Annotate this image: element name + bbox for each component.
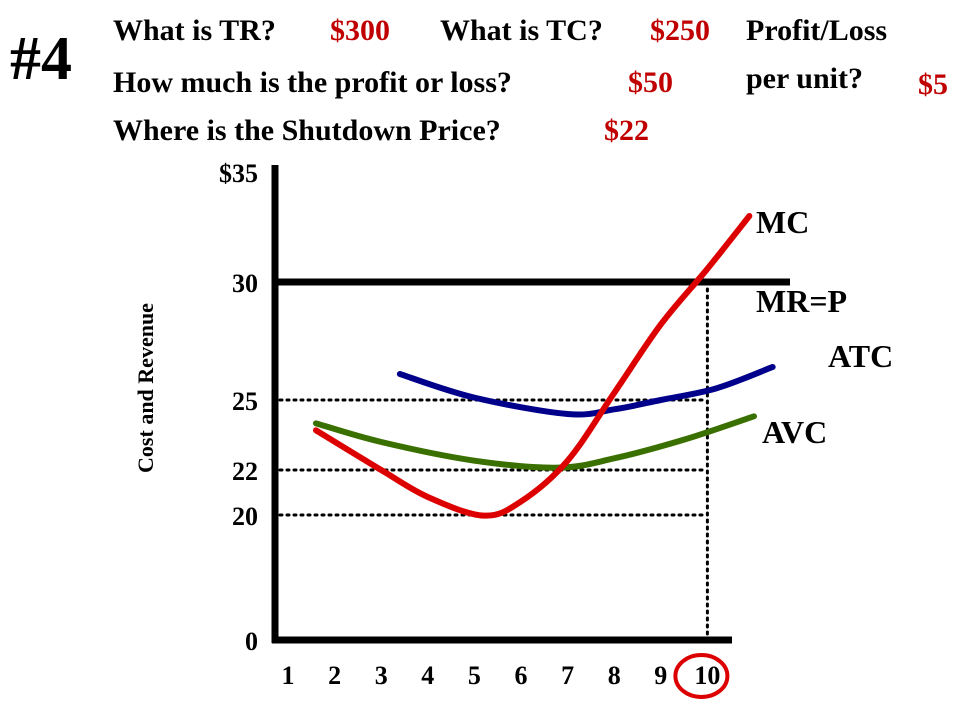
x-tick-5: 5 xyxy=(468,661,481,690)
x-tick-1: 1 xyxy=(282,661,295,690)
unit-question-line1: Profit/Loss xyxy=(746,14,888,47)
tc-question: What is TC? xyxy=(440,14,603,47)
y-tick-30: 30 xyxy=(232,269,258,298)
y-tick-20: 20 xyxy=(232,502,258,531)
y-tick-labels: 0 20 22 25 30 $35 xyxy=(219,159,258,656)
tc-answer: $250 xyxy=(650,14,710,47)
unit-answer: $5 xyxy=(918,68,948,101)
y-axis-label: Cost and Revenue xyxy=(133,303,158,473)
x-tick-6: 6 xyxy=(515,661,528,690)
profit-question: How much is the profit or loss? xyxy=(113,66,512,99)
shutdown-answer: $22 xyxy=(604,114,649,147)
x-tick-8: 8 xyxy=(608,661,621,690)
x-tick-3: 3 xyxy=(375,661,388,690)
profit-answer: $50 xyxy=(628,66,673,99)
tr-answer: $300 xyxy=(330,14,390,47)
y-tick-35: $35 xyxy=(219,159,258,188)
x-tick-labels: 1 2 3 4 5 6 7 8 9 10 xyxy=(282,653,730,699)
y-tick-25: 25 xyxy=(232,387,258,416)
avc-curve xyxy=(312,413,757,471)
x-tick-2: 2 xyxy=(328,661,341,690)
x-tick-9: 9 xyxy=(654,661,667,690)
mc-label: MC xyxy=(756,204,809,240)
shutdown-question: Where is the Shutdown Price? xyxy=(113,114,501,147)
tr-question: What is TR? xyxy=(113,14,276,47)
unit-question-line2: per unit? xyxy=(746,62,863,95)
curve-labels: MC ATC AVC MR=P xyxy=(756,204,893,450)
atc-curve xyxy=(396,363,776,418)
mr-label: MR=P xyxy=(756,283,847,319)
cost-curves xyxy=(275,213,790,519)
axes xyxy=(271,165,732,644)
y-tick-0: 0 xyxy=(245,627,258,656)
mc-curve xyxy=(312,213,753,519)
x-tick-4: 4 xyxy=(421,661,434,690)
avc-label: AVC xyxy=(762,414,827,450)
atc-label: ATC xyxy=(828,338,893,374)
slide-number: #4 xyxy=(10,25,72,93)
x-tick-7: 7 xyxy=(561,661,574,690)
y-tick-22: 22 xyxy=(232,457,258,486)
x-10-highlight-circle xyxy=(673,653,730,699)
x-tick-10: 10 xyxy=(694,661,720,690)
